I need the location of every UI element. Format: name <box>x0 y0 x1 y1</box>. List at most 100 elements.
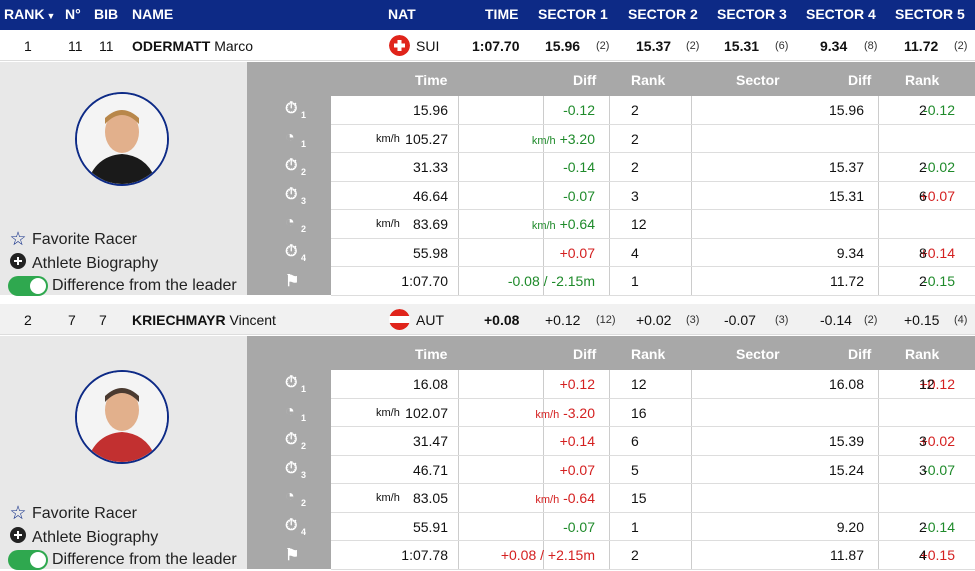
split-time: 55.91 <box>412 518 448 535</box>
sector-rank: 3 <box>919 433 927 449</box>
split-time: 55.98 <box>412 244 448 261</box>
racer-info-panel: ☆ Favorite Racer Athlete Biography Differen… <box>0 62 247 296</box>
sort-down-icon[interactable]: ▼ <box>46 11 56 21</box>
toggle-switch[interactable] <box>8 276 48 296</box>
difference-from-leader-toggle[interactable]: Difference from the leader <box>8 276 237 296</box>
split-row[interactable]: km/h 102.07 km/h -3.20 16 <box>331 399 975 427</box>
split-rank: 5 <box>631 461 639 478</box>
sector-time: 15.31 <box>828 187 864 204</box>
split-details-panel: Time Diff Rank Sector Diff Rank ⏱ 1 ◔ 1 ⏱ 2 ⏱ 3 ◔ 2 ⏱ 4 ⚑ 1… <box>247 62 975 296</box>
time-column-header[interactable]: TIME <box>485 6 519 22</box>
split-diff: +0.14 <box>559 433 595 449</box>
favorite-racer-link[interactable]: ☆ Favorite Racer <box>9 503 137 524</box>
star-icon: ☆ <box>9 503 27 524</box>
star-icon: ☆ <box>9 229 27 250</box>
split-time: 15.96 <box>412 102 448 118</box>
sector-rank: (12) <box>596 314 616 326</box>
athlete-biography-link[interactable]: Athlete Biography <box>8 527 158 548</box>
sector-value: +0.15 <box>904 312 940 328</box>
bib-column-header[interactable]: BIB <box>94 6 119 22</box>
sector-time: 15.37 <box>828 159 864 175</box>
split-row[interactable]: 31.33 -0.14 2 15.37 -0.02 2 <box>331 153 975 182</box>
split-diff: -0.14 <box>563 159 595 175</box>
plus-circle-icon <box>8 253 28 274</box>
split-diff: km/h -0.64 <box>535 490 595 506</box>
split-row[interactable]: 31.47 +0.14 6 15.39 +0.02 3 <box>331 427 975 456</box>
sector-diff: +0.07 <box>919 187 955 204</box>
sector-diff: -0.02 <box>923 159 955 175</box>
sector-diff: +0.14 <box>919 244 955 261</box>
details-header: Time Diff Rank Sector Diff Rank <box>415 346 940 362</box>
split-row[interactable]: km/h 83.05 km/h -0.64 15 <box>331 484 975 513</box>
sector-value: 15.96 <box>545 38 581 54</box>
split-row[interactable]: km/h 83.69 km/h +0.64 12 <box>331 210 975 239</box>
split-rank: 2 <box>631 547 639 563</box>
name-column-header[interactable]: NAME <box>132 6 174 22</box>
split-rank: 6 <box>631 433 639 449</box>
sector-diff: -0.14 <box>923 518 955 535</box>
split-rank: 4 <box>631 244 639 261</box>
rank-value: 2 <box>24 312 32 328</box>
nat-value: SUI <box>416 38 440 54</box>
split-diff: -0.07 <box>563 518 595 535</box>
split-row[interactable]: 46.71 +0.07 5 15.24 -0.07 3 <box>331 456 975 484</box>
split-table: 15.96 -0.12 2 15.96 -0.12 2 km/h 105.27 km/h +3.… <box>331 96 975 296</box>
split-diff: km/h +3.20 <box>531 130 595 147</box>
result-row[interactable]: 1 11 11 ODERMATT Marco SUI 1:07.70 15.96 (2) 15.… <box>0 30 975 61</box>
sector2-column-header[interactable]: SECTOR 2 <box>628 6 698 22</box>
split-time: 1:07.70 <box>401 273 448 289</box>
split-rank: 1 <box>631 518 639 535</box>
split-rank: 16 <box>631 404 647 421</box>
stopwatch-icon: ⏱ 3 <box>285 185 307 206</box>
sector-rank: 3 <box>919 461 927 478</box>
racer-name[interactable]: ODERMATT Marco <box>132 38 253 54</box>
split-time: 102.07 <box>405 404 448 421</box>
toggle-switch[interactable] <box>8 550 48 570</box>
avatar <box>75 370 169 464</box>
split-time: 1:07.78 <box>401 547 448 563</box>
sector1-column-header[interactable]: SECTOR 1 <box>538 6 608 22</box>
sector3-column-header[interactable]: SECTOR 3 <box>717 6 787 22</box>
favorite-racer-link[interactable]: ☆ Favorite Racer <box>9 229 137 250</box>
sector-rank: 8 <box>919 244 927 261</box>
difference-from-leader-toggle[interactable]: Difference from the leader <box>8 550 237 570</box>
time-value: +0.08 <box>484 312 520 328</box>
sector5-column-header[interactable]: SECTOR 5 <box>895 6 965 22</box>
split-diff: -0.07 <box>563 187 595 204</box>
stopwatch-icon: ⏱ 2 <box>285 157 307 177</box>
split-row[interactable]: 1:07.78 +0.08 / +2.15m 2 11.87 +0.15 4 <box>331 541 975 570</box>
split-row[interactable]: 55.91 -0.07 1 9.20 -0.14 2 <box>331 513 975 541</box>
result-row[interactable]: 2 7 7 KRIECHMAYR Vincent AUT +0.08 +0.12 (12) +0… <box>0 304 975 335</box>
nat-column-header[interactable]: NAT <box>388 6 416 22</box>
country-flag-icon <box>389 35 410 56</box>
split-time: 16.08 <box>412 376 448 392</box>
rank-column-header[interactable]: RANK ▼ <box>4 6 56 22</box>
split-row[interactable]: 46.64 -0.07 3 15.31 +0.07 6 <box>331 182 975 210</box>
sector-rank: 6 <box>919 187 927 204</box>
speedometer-icon: ◔ 2 <box>285 488 307 508</box>
first-name: Marco <box>214 38 254 54</box>
racer-name[interactable]: KRIECHMAYR Vincent <box>132 312 276 328</box>
sector-value: -0.14 <box>820 312 852 328</box>
split-rank: 12 <box>631 216 647 232</box>
split-row[interactable]: 16.08 +0.12 12 16.08 +0.12 12 <box>331 370 975 399</box>
sector-diff: +0.02 <box>919 433 955 449</box>
sector-rank: 2 <box>919 102 927 118</box>
sector-time: 16.08 <box>828 376 864 392</box>
finish-flag-icon: ⚑ <box>285 273 300 290</box>
sector-rank: (2) <box>954 40 968 52</box>
bib-value: 11 <box>99 38 114 54</box>
sector-value: 9.34 <box>820 38 848 54</box>
split-row[interactable]: km/h 105.27 km/h +3.20 2 <box>331 125 975 153</box>
no-column-header[interactable]: N° <box>65 6 81 22</box>
split-row[interactable]: 15.96 -0.12 2 15.96 -0.12 2 <box>331 96 975 125</box>
sector-value: +0.02 <box>636 312 672 328</box>
split-time: 83.05 <box>412 490 448 506</box>
split-rank: 12 <box>631 376 647 392</box>
sector4-column-header[interactable]: SECTOR 4 <box>806 6 876 22</box>
split-row[interactable]: 1:07.70 -0.08 / -2.15m 1 11.72 -0.15 2 <box>331 267 975 296</box>
athlete-biography-link[interactable]: Athlete Biography <box>8 253 158 274</box>
split-row[interactable]: 55.98 +0.07 4 9.34 +0.14 8 <box>331 239 975 267</box>
avatar <box>75 92 169 186</box>
sector-time: 11.72 <box>830 273 864 289</box>
